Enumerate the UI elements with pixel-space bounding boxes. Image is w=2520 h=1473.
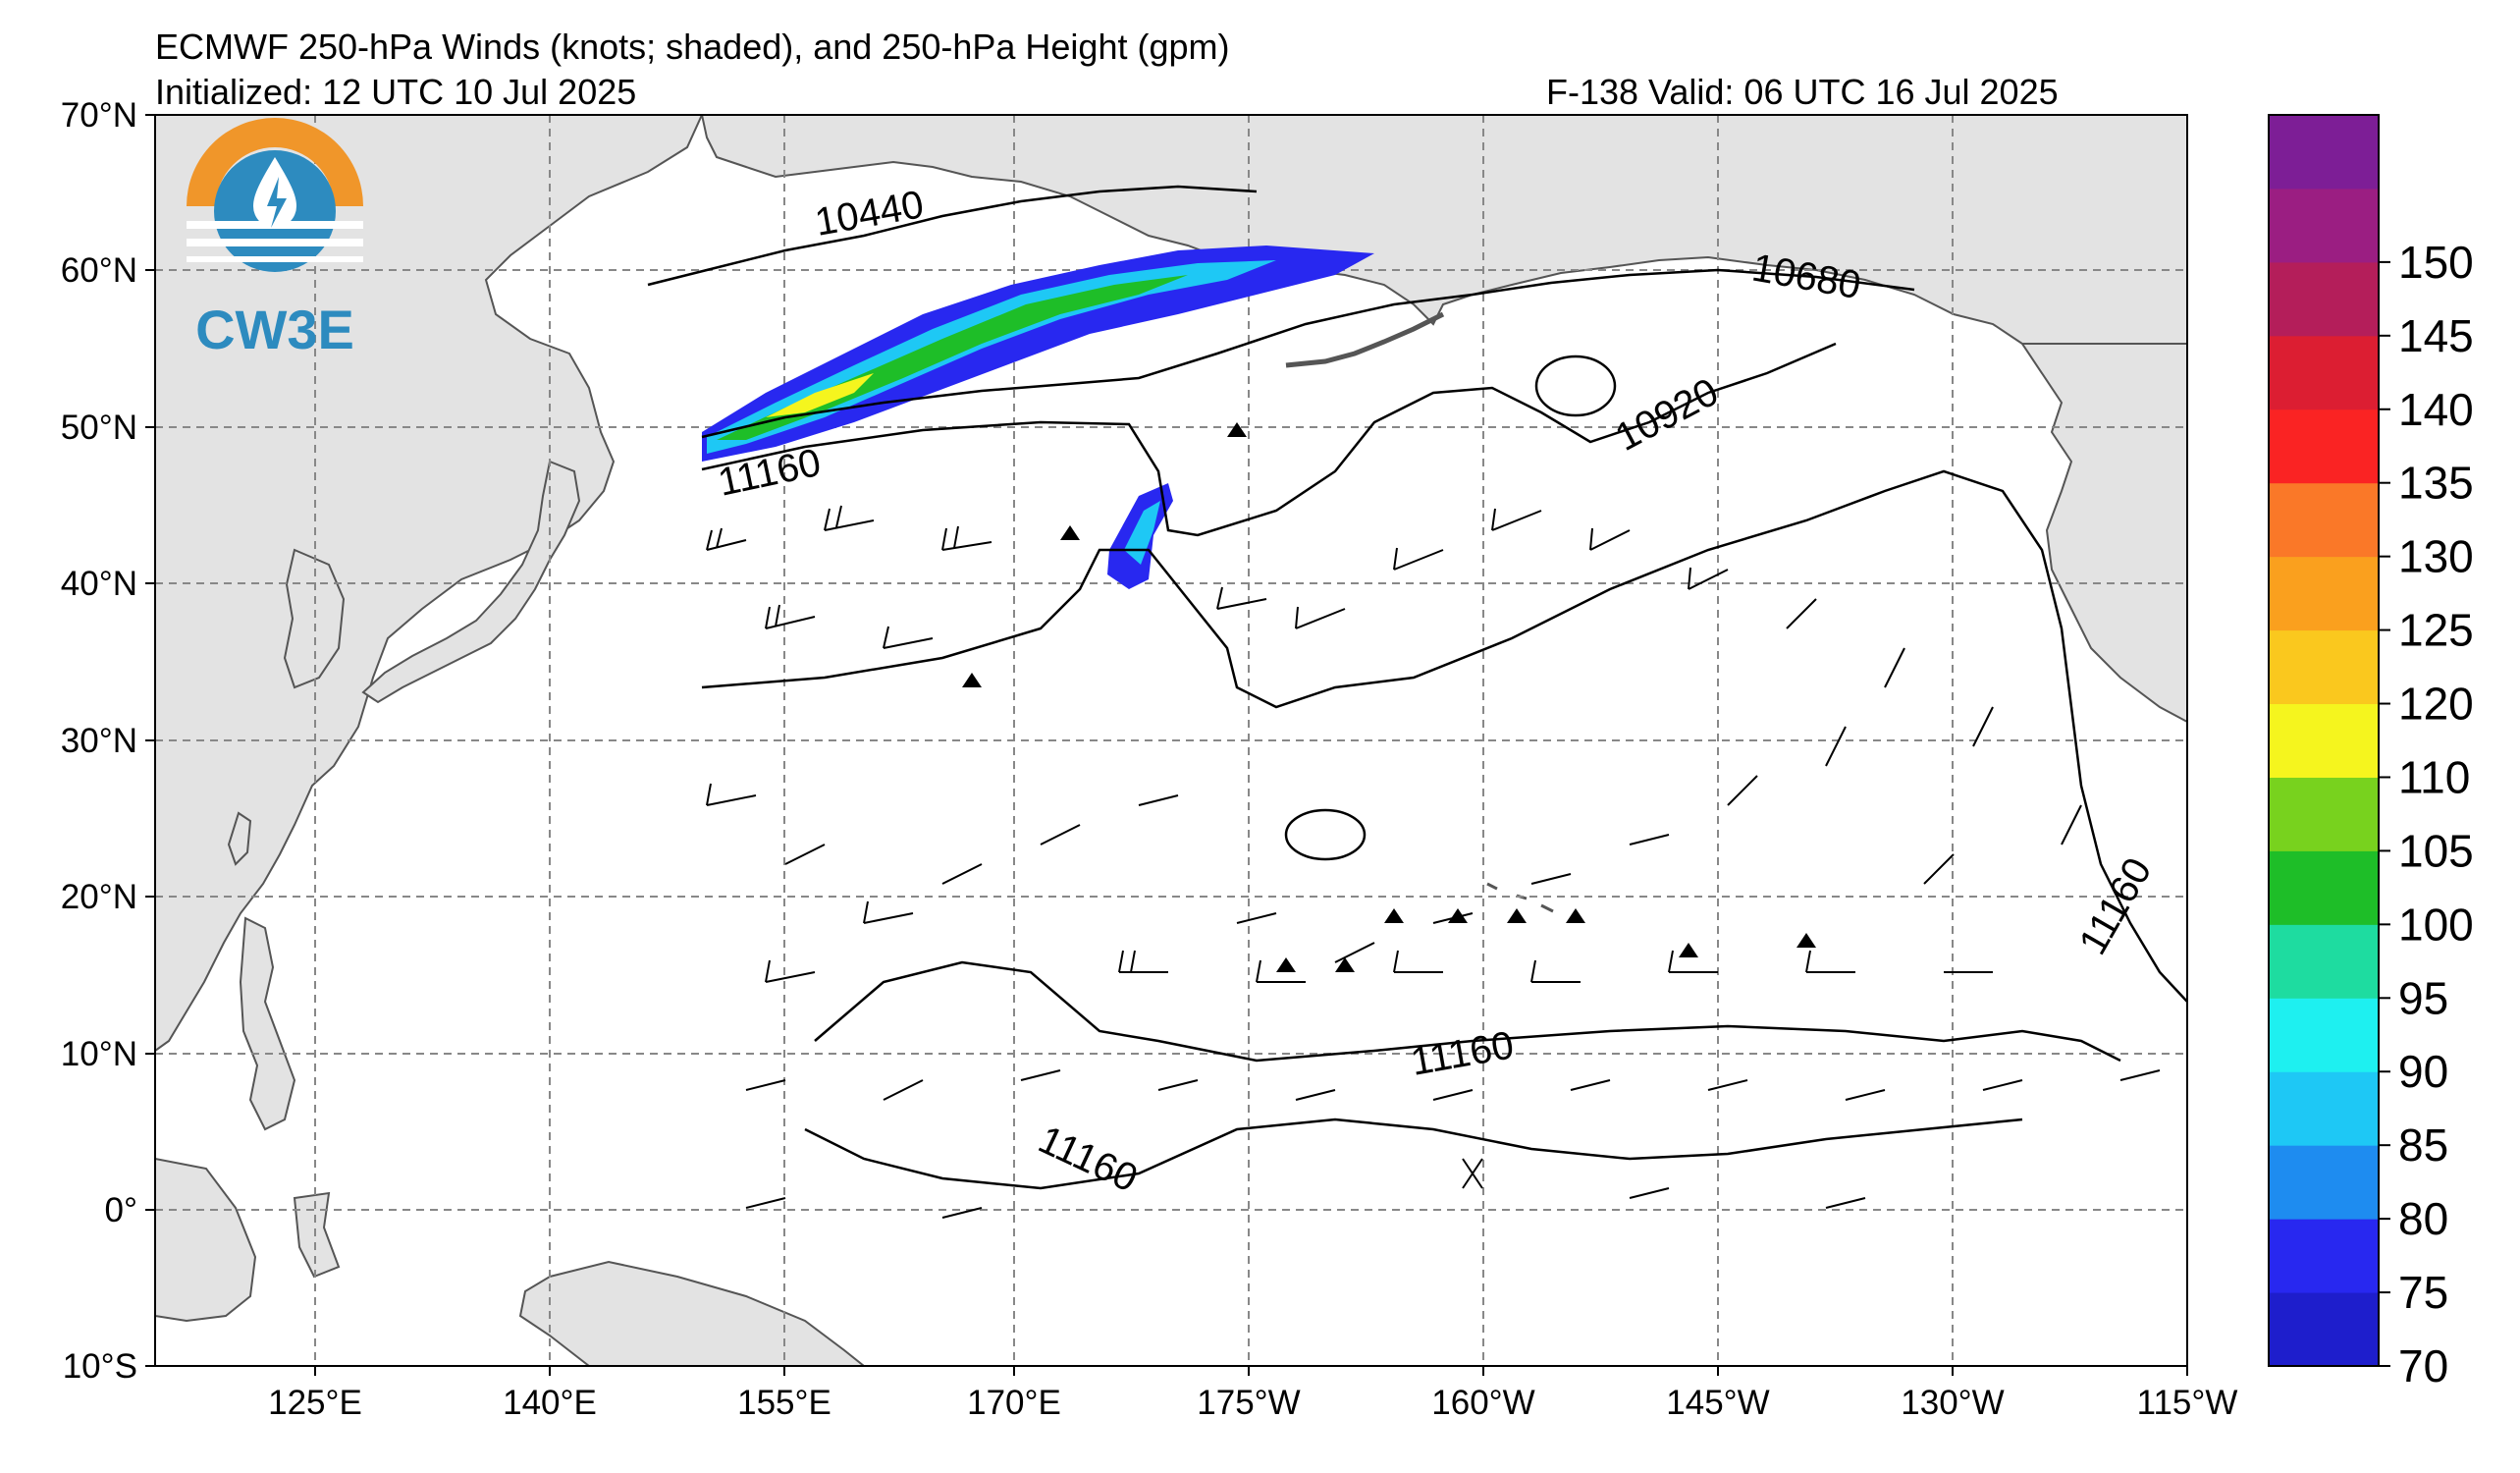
aleutian-islands (1285, 311, 1445, 368)
lat-tick-labels: 70°N 60°N 50°N 40°N 30°N 20°N 10°N 0° 10… (61, 96, 137, 1386)
colorbar-label: 140 (2398, 384, 2474, 435)
colorbar-label: 110 (2398, 751, 2470, 802)
lat-label-50N: 50°N (61, 409, 137, 447)
contour-11160-south (814, 960, 2121, 1063)
height-contours (647, 185, 2187, 1190)
colorbar-label: 70 (2398, 1340, 2448, 1391)
alaska-landmass (700, 115, 2187, 464)
lon-label-140E: 140°E (503, 1384, 597, 1422)
colorbar-label: 130 (2398, 531, 2474, 582)
cw3e-logo: CW3E (187, 118, 363, 360)
colorbar-label: 85 (2398, 1119, 2448, 1171)
colorbar-label: 145 (2398, 310, 2474, 361)
colorbar-label: 135 (2398, 458, 2474, 509)
colorbar-label: 150 (2398, 237, 2474, 288)
lat-label-10S: 10°S (63, 1347, 137, 1386)
contour-11160-north (701, 469, 2187, 1003)
lon-label-130W: 130°W (1901, 1384, 2004, 1422)
contour-10680 (701, 268, 1915, 439)
lat-label-20N: 20°N (61, 878, 137, 916)
wind-barbs (706, 505, 2161, 1219)
colorbar-segment (2269, 1292, 2379, 1367)
colorbar-segment (2269, 556, 2379, 631)
lon-ticks (314, 1366, 2188, 1376)
colorbar-segment (2269, 1145, 2379, 1220)
lat-label-10N: 10°N (61, 1035, 137, 1073)
jet-streak-core (707, 260, 1276, 454)
lon-label-170E: 170°E (967, 1384, 1061, 1422)
colorbar-segment (2269, 924, 2379, 999)
jet-streak-north (702, 246, 1374, 462)
colorbar-label: 95 (2398, 972, 2448, 1023)
colorbar-segment (2269, 335, 2379, 410)
lon-label-155E: 155°E (737, 1384, 831, 1422)
colorbar-segment (2269, 1219, 2379, 1293)
lon-label-115W: 115°W (2137, 1384, 2238, 1422)
sulawesi-island (293, 1191, 341, 1279)
colorbar-label: 90 (2398, 1046, 2448, 1097)
figure-title: ECMWF 250-hPa Winds (knots; shaded), and… (155, 27, 1230, 67)
lon-label-175W: 175°W (1197, 1384, 1300, 1422)
colorbar-segment (2269, 1071, 2379, 1146)
colorbar-segment (2269, 703, 2379, 778)
lon-label-145W: 145°W (1666, 1384, 1769, 1422)
valid-time: F-138 Valid: 06 UTC 16 Jul 2025 (1546, 72, 2059, 112)
lat-label-70N: 70°N (61, 96, 137, 135)
lightning-icon (267, 177, 287, 228)
colorbar-label: 80 (2398, 1193, 2448, 1244)
colorbar-segment (2269, 777, 2379, 851)
colorbar-label: 105 (2398, 825, 2474, 876)
philippines-islands (239, 916, 296, 1131)
lon-tick-labels: 125°E 140°E 155°E 170°E 175°W 160°W 145°… (268, 1384, 2237, 1422)
wind-barb-flags (962, 422, 1816, 972)
north-america-coast (2020, 343, 2187, 724)
lat-label-30N: 30°N (61, 722, 137, 760)
indonesia-landmass (155, 1157, 257, 1323)
colorbar-frame (2268, 114, 2380, 1367)
lon-label-125E: 125°E (268, 1384, 362, 1422)
colorbar: 70 75 80 85 90 95 100 105 110 120 125 130 135 140 145 1… (2268, 114, 2474, 1391)
contour-10440 (647, 185, 1258, 287)
contour-10920 (701, 342, 1837, 537)
colorbar-segment (2269, 629, 2379, 705)
contour-closed-high (1284, 808, 1367, 861)
colorbar-label: 120 (2398, 679, 2474, 730)
colorbar-segment (2269, 998, 2379, 1072)
init-time: Initialized: 12 UTC 10 Jul 2025 (155, 72, 637, 112)
colorbar-segment (2269, 409, 2379, 484)
colorbar-segment (2269, 188, 2379, 263)
new-guinea-island (518, 1260, 866, 1366)
colorbar-label: 125 (2398, 605, 2474, 656)
lat-label-40N: 40°N (61, 565, 137, 603)
wind-shading (702, 246, 1374, 589)
lat-label-0: 0° (105, 1191, 137, 1229)
jet-streak-max (766, 373, 874, 417)
colorbar-segment (2269, 482, 2379, 558)
logo-wordmark: CW3E (195, 299, 354, 360)
colorbar-segment (2269, 850, 2379, 925)
colorbar-segment (2269, 261, 2379, 337)
lat-ticks (145, 114, 155, 1367)
contour-11160-equator (804, 1118, 2023, 1190)
colorbar-label: 75 (2398, 1267, 2448, 1318)
colorbar-segment (2269, 115, 2379, 190)
colorbar-label: 100 (2398, 899, 2474, 950)
asia-landmass (155, 115, 704, 1053)
lon-label-160W: 160°W (1431, 1384, 1534, 1422)
japan-islands (361, 460, 581, 704)
logo-orange-arc (187, 118, 363, 206)
land-layer (155, 115, 2187, 1366)
graticule (155, 115, 2187, 1366)
taiwan-island (227, 811, 252, 866)
contour-closed-low (1534, 355, 1617, 417)
lat-label-60N: 60°N (61, 251, 137, 290)
